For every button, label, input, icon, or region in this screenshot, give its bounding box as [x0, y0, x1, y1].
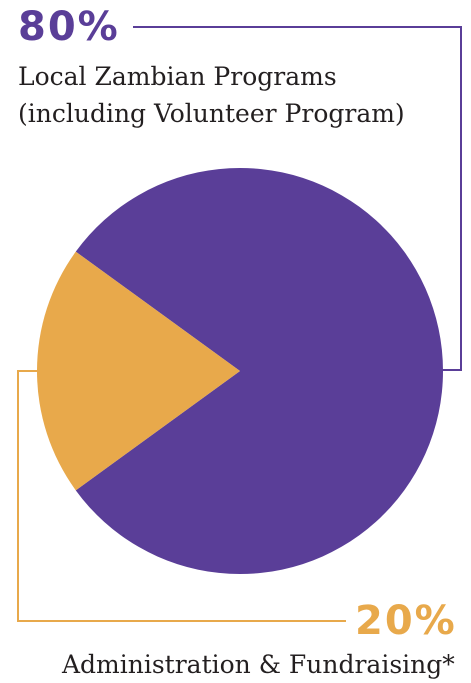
minor-slice-label: Administration & Fundraising*: [62, 650, 455, 679]
main-slice-label-line1: Local Zambian Programs: [18, 62, 337, 91]
main-slice-percent: 80%: [18, 4, 120, 50]
callout-line-main: [133, 26, 462, 371]
pie-slice-programs: [75, 168, 444, 574]
minor-slice-percent: 20%: [355, 598, 457, 644]
pie-slices: [36, 168, 444, 574]
callout-line-minor: [17, 370, 346, 622]
main-slice-label: Local Zambian Programs (including Volunt…: [18, 58, 405, 132]
main-slice-label-line2: (including Volunteer Program): [18, 99, 405, 128]
pie-slice-administration: [36, 251, 241, 491]
